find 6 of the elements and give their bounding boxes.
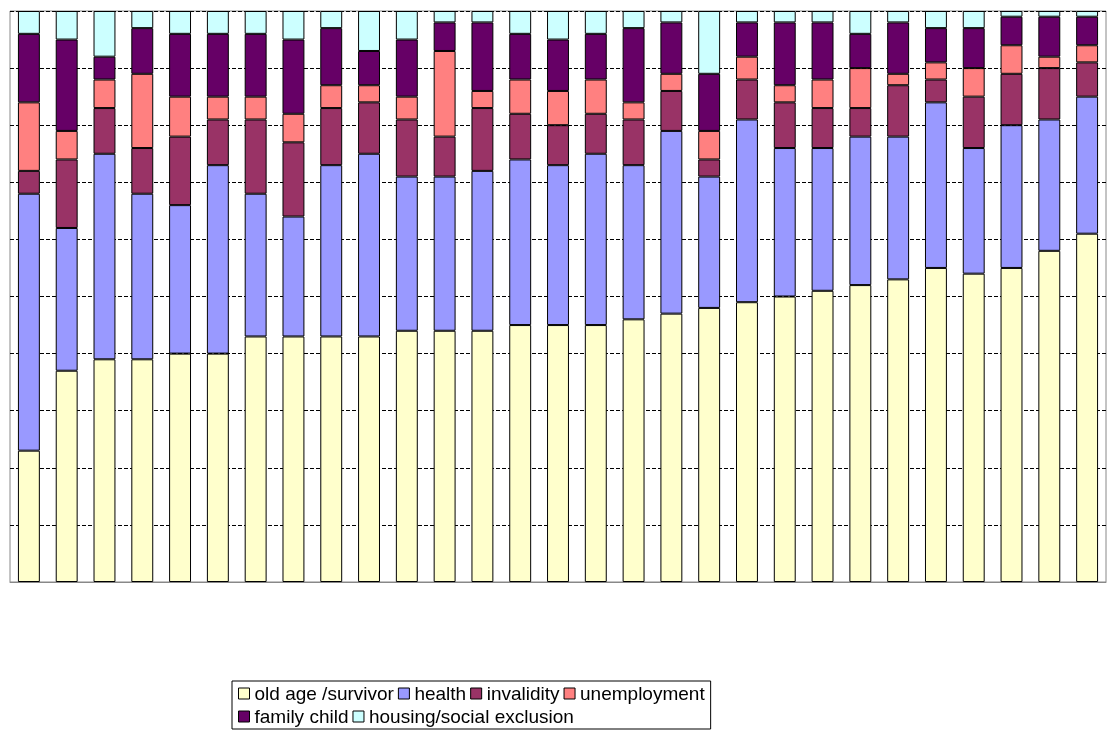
legend-label: invalidity [486, 683, 561, 704]
legend-label: health [414, 683, 467, 704]
legend-label: family child [254, 706, 349, 727]
legend-label: unemployment [580, 683, 706, 704]
legend-label: housing/social exclusion [368, 706, 574, 727]
legend-label: old age /survivor [254, 683, 395, 704]
